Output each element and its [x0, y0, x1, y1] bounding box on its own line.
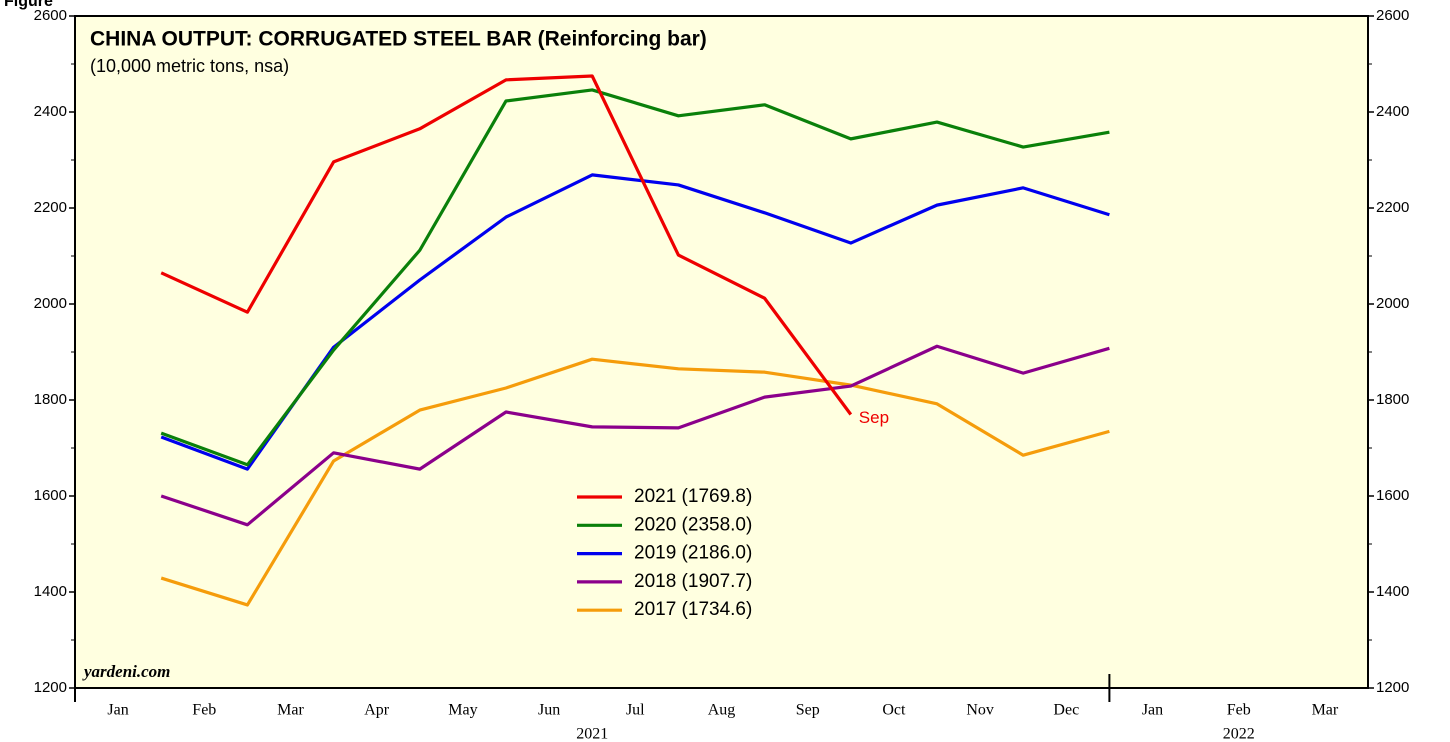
- y-tick-label: 2200: [34, 199, 67, 216]
- figure-label: Figure: [4, 0, 53, 10]
- x-tick-label: Mar: [277, 702, 304, 719]
- y2-tick-label: 1600: [1376, 487, 1409, 504]
- x-tick-label: Jul: [626, 702, 645, 719]
- x-tick-label: Feb: [1227, 702, 1251, 719]
- x-tick-label: Feb: [192, 702, 216, 719]
- x-group-label: 2021: [576, 726, 608, 742]
- chart-title: CHINA OUTPUT: CORRUGATED STEEL BAR (Rein…: [90, 28, 707, 51]
- x-tick-label: Aug: [708, 702, 736, 719]
- series-line: [160, 74, 853, 416]
- annotation: Sep: [859, 408, 889, 427]
- plot-area: [74, 15, 1369, 689]
- legend-label: 2017 (1734.6): [634, 599, 752, 620]
- x-tick-label: Jan: [1142, 702, 1163, 719]
- y-tick-label: 1200: [34, 679, 67, 696]
- legend-label: 2019 (2186.0): [634, 543, 752, 564]
- x-tick-label: Nov: [966, 702, 994, 719]
- x-tick-label: Apr: [364, 702, 390, 719]
- y2-tick-label: 1200: [1376, 679, 1409, 696]
- series-line: [160, 344, 1110, 527]
- y-tick-label: 1400: [34, 583, 67, 600]
- y-tick-label: 1800: [34, 391, 67, 408]
- y2-tick-label: 2000: [1376, 295, 1409, 312]
- chart-subtitle: (10,000 metric tons, nsa): [90, 56, 289, 76]
- x-tick-label: Dec: [1053, 702, 1079, 719]
- y-tick-label: 2400: [34, 103, 67, 120]
- x-tick-label: May: [448, 702, 477, 719]
- y2-tick-label: 1800: [1376, 391, 1409, 408]
- series-line: [160, 357, 1110, 607]
- x-tick-label: Sep: [796, 702, 820, 719]
- x-tick-label: Jan: [107, 702, 128, 719]
- legend-label: 2018 (1907.7): [634, 571, 752, 592]
- series-line: [160, 88, 1110, 467]
- y-tick-label: 2000: [34, 295, 67, 312]
- y2-tick-label: 2200: [1376, 199, 1409, 216]
- source: yardeni.com: [82, 662, 170, 681]
- y-tick-label: 2600: [34, 7, 67, 24]
- y-tick-label: 1600: [34, 487, 67, 504]
- x-tick-label: Oct: [882, 702, 906, 719]
- x-tick-label: Mar: [1312, 702, 1339, 719]
- legend-label: 2021 (1769.8): [634, 486, 752, 507]
- x-group-label: 2022: [1223, 726, 1255, 742]
- y2-tick-label: 1400: [1376, 583, 1409, 600]
- legend-label: 2020 (2358.0): [634, 514, 752, 535]
- x-tick-label: Jun: [538, 702, 560, 719]
- y2-tick-label: 2600: [1376, 7, 1409, 24]
- y2-tick-label: 2400: [1376, 103, 1409, 120]
